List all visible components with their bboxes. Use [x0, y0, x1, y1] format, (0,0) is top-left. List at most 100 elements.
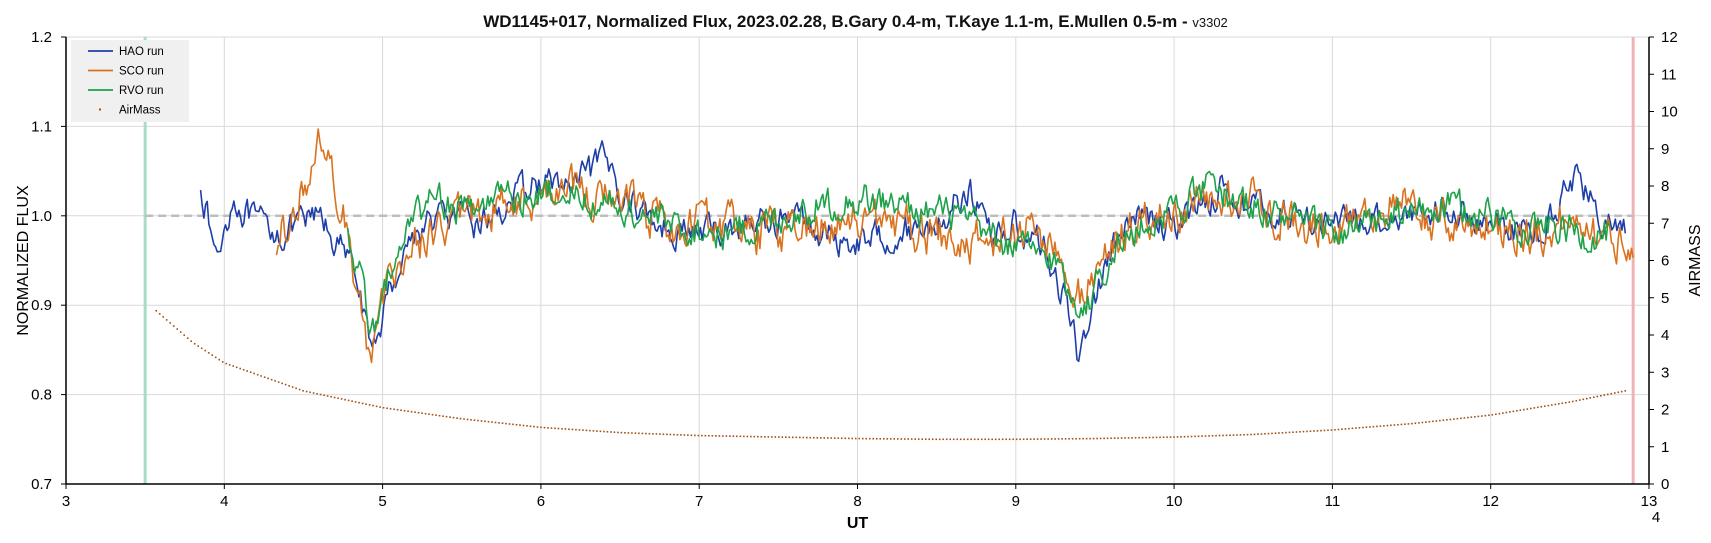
airmass-point [302, 389, 304, 392]
airmass-point [669, 433, 672, 436]
airmass-point [536, 426, 539, 428]
airmass-point [613, 431, 616, 434]
airmass-point [158, 313, 161, 315]
legend-label-sco-run: SCO run [119, 66, 164, 78]
airmass-point [1089, 437, 1091, 440]
airmass-point [781, 436, 784, 438]
x-tick-label: 10 [1166, 493, 1183, 510]
airmass-point [949, 438, 952, 441]
airmass-point [771, 436, 773, 438]
airmass-point [1082, 437, 1084, 440]
airmass-point [393, 408, 395, 411]
airmass-point [1001, 438, 1004, 441]
airmass-point [414, 411, 416, 414]
airmass-point [533, 425, 535, 428]
airmass-point [330, 395, 332, 398]
airmass-point [812, 436, 815, 439]
airmass-point [519, 424, 521, 426]
airmass-point [179, 331, 182, 333]
airmass-point [970, 438, 972, 441]
airmass-point [204, 349, 206, 352]
airmass-point [543, 426, 546, 429]
airmass-point [589, 429, 591, 432]
airmass-point [274, 380, 276, 382]
airmass-point [1050, 438, 1053, 440]
airmass-point [407, 410, 409, 413]
airmass-point [1547, 404, 1550, 407]
airmass-point [358, 401, 360, 404]
airmass-point [830, 437, 833, 439]
airmass-point [816, 436, 819, 439]
airmass-point [1138, 436, 1140, 439]
airmass-point [1425, 421, 1427, 423]
airmass-point [823, 437, 826, 439]
y2-tick-label: 6 [1661, 253, 1669, 270]
airmass-point [1456, 417, 1459, 420]
airmass-point [435, 414, 437, 416]
airmass-point [1383, 425, 1385, 427]
airmass-point [1092, 437, 1095, 440]
airmass-point [375, 405, 378, 408]
x-tick-label: 12 [1482, 493, 1499, 510]
airmass-point [421, 412, 423, 415]
airmass-point [1446, 419, 1448, 421]
airmass-point [1530, 407, 1532, 410]
airmass-point [722, 435, 724, 437]
airmass-point [900, 438, 903, 440]
airmass-point [819, 437, 822, 439]
airmass-point [480, 420, 483, 422]
airmass-point [1194, 435, 1196, 438]
airmass-point [428, 413, 430, 415]
airmass-point [466, 418, 469, 421]
legend-label-rvo-run: RVO run [119, 85, 164, 97]
airmass-point [1047, 438, 1049, 440]
airmass-point [805, 436, 808, 439]
airmass-point [291, 386, 294, 388]
airmass-point [1071, 437, 1074, 440]
airmass-point [620, 431, 623, 434]
airmass-point [512, 423, 514, 426]
airmass-point [683, 434, 686, 436]
legend-label-hao-run: HAO run [119, 46, 164, 58]
legend: HAO run SCO run RVO run AirMass [71, 40, 189, 122]
airmass-point [694, 434, 696, 437]
airmass-point [753, 435, 756, 438]
airmass-point [1176, 436, 1179, 438]
airmass-point [606, 430, 609, 433]
airmass-point [442, 415, 444, 417]
airmass-point [921, 438, 924, 440]
airmass-point [645, 432, 647, 435]
airmass-point [1484, 414, 1487, 417]
airmass-point [802, 436, 805, 439]
x-tick-label: 9 [1012, 493, 1020, 510]
airmass-point [924, 438, 927, 440]
airmass-point [1557, 403, 1560, 405]
airmass-point [491, 421, 493, 423]
airmass-point [1057, 438, 1060, 440]
y2-axis-label: AIRMASS [1687, 224, 1704, 296]
airmass-point [973, 438, 976, 441]
airmass-point [1393, 424, 1396, 426]
airmass-point [673, 433, 675, 436]
hao-run-line [199, 140, 1627, 363]
airmass-point [980, 438, 983, 441]
airmass-point [1505, 411, 1508, 414]
airmass-point [1120, 437, 1123, 439]
airmass-point [498, 422, 500, 424]
airmass-point [1103, 437, 1105, 440]
airmass-point [1005, 438, 1007, 441]
airmass-point [1561, 402, 1564, 405]
airmass-point [1264, 432, 1266, 435]
airmass-point [1236, 434, 1238, 436]
airmass-point [847, 437, 850, 440]
airmass-point [1127, 437, 1130, 439]
airmass-point [256, 373, 259, 376]
airmass-point [1019, 438, 1021, 441]
airmass-point [1015, 438, 1018, 441]
airmass-point [410, 410, 413, 413]
airmass-point [1302, 430, 1305, 433]
airmass-point [1162, 436, 1165, 439]
airmass-point [1414, 422, 1417, 425]
airmass-point [557, 427, 560, 430]
airmass-point [1267, 432, 1270, 435]
